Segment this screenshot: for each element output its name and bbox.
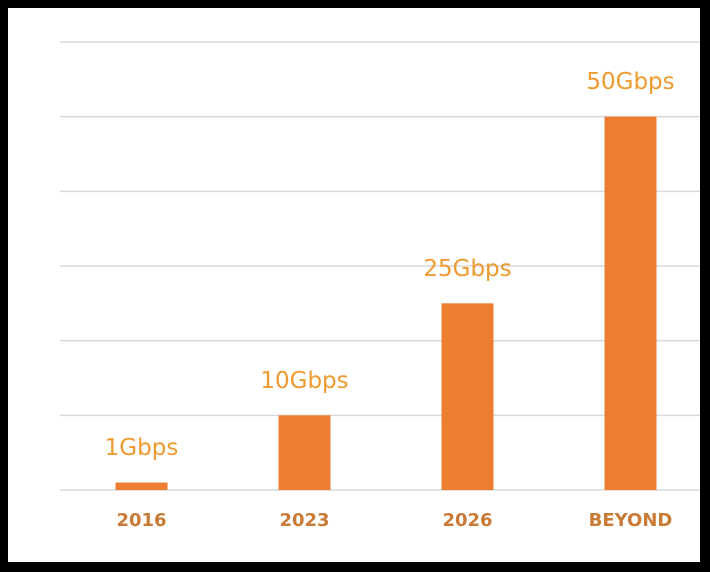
x-tick-label: BEYOND bbox=[589, 510, 673, 531]
plot-background bbox=[8, 8, 700, 562]
x-tick-label: 2023 bbox=[279, 510, 329, 531]
bar bbox=[278, 415, 331, 490]
data-label: 1Gbps bbox=[105, 435, 179, 461]
x-tick-label: 2026 bbox=[442, 510, 492, 531]
data-label: 10Gbps bbox=[260, 368, 348, 394]
bar bbox=[115, 482, 168, 490]
bar bbox=[441, 303, 494, 490]
x-tick-label: 2016 bbox=[116, 510, 166, 531]
data-label: 50Gbps bbox=[586, 69, 674, 95]
data-label: 25Gbps bbox=[423, 256, 511, 282]
bar bbox=[604, 116, 657, 491]
